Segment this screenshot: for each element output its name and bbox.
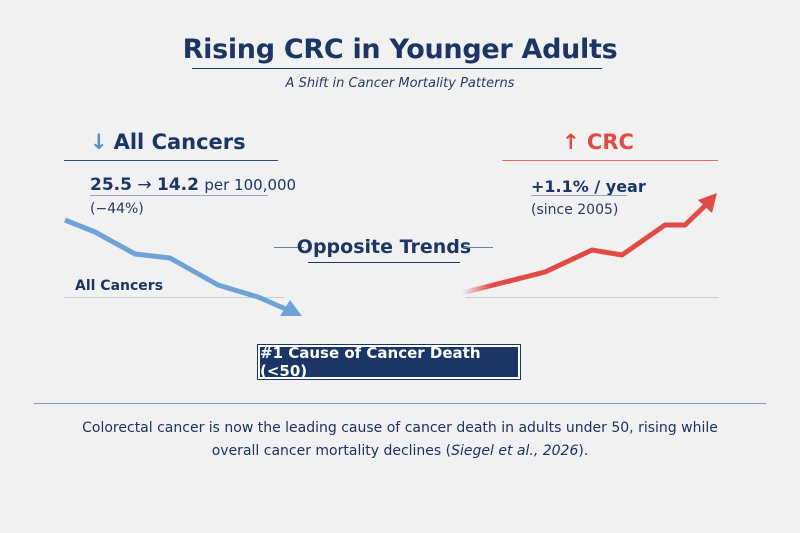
bottom-divider [34, 403, 766, 404]
center-dash-right [463, 247, 493, 248]
left-stat-underline [90, 195, 268, 196]
cause-badge: #1 Cause of Cancer Death (<50) [257, 344, 521, 380]
arrow-up-icon: ↑ [562, 130, 580, 154]
stat-arrow: → [137, 175, 152, 195]
all-cancers-heading-text: All Cancers [113, 130, 246, 154]
crc-since: (since 2005) [531, 202, 619, 218]
caption-end: ). [578, 443, 589, 459]
arrow-down-icon: ↓ [90, 130, 108, 154]
right-stat-underline [531, 195, 627, 196]
page-title: Rising CRC in Younger Adults [182, 34, 618, 65]
left-divider [64, 160, 278, 161]
citation: Siegel et al., 2026 [451, 443, 579, 459]
all-cancers-stat: 25.5 → 14.2 per 100,000 [90, 175, 296, 195]
crc-heading-text: CRC [586, 130, 634, 154]
crc-trend-line [461, 201, 710, 296]
all-cancers-heading: ↓ All Cancers [90, 130, 246, 154]
caption-text: Colorectal cancer is now the leading cau… [82, 420, 718, 459]
all-cancers-arrowhead [280, 300, 302, 316]
crc-arrowhead [698, 193, 717, 213]
center-dash-left [274, 247, 304, 248]
crc-rate: +1.1% / year [531, 177, 646, 196]
page-subtitle: A Shift in Cancer Mortality Patterns [285, 76, 515, 91]
title-divider [192, 68, 602, 69]
crc-heading: ↑ CRC [562, 130, 634, 154]
all-cancers-line-label: All Cancers [75, 278, 164, 294]
all-cancers-trend-line [64, 217, 289, 313]
right-divider [502, 160, 718, 161]
stat-to: 14.2 [157, 175, 199, 195]
caption: Colorectal cancer is now the leading cau… [60, 417, 740, 463]
stat-from: 25.5 [90, 175, 132, 195]
all-cancers-change: (−44%) [90, 201, 144, 217]
center-underline [308, 262, 460, 263]
opposite-trends-label: Opposite Trends [296, 236, 472, 258]
left-baseline [64, 297, 284, 298]
stat-unit: per 100,000 [204, 176, 297, 194]
right-baseline [465, 297, 719, 298]
